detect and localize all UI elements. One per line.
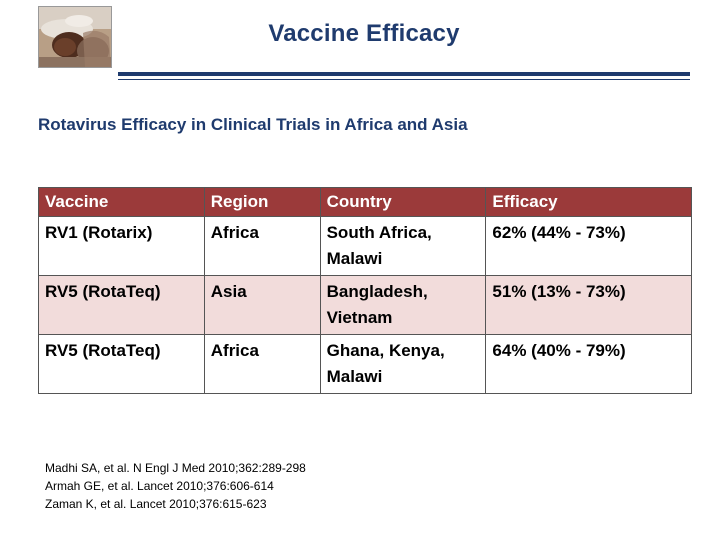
- cell-vaccine: RV1 (Rotarix): [38, 216, 205, 276]
- cell-region: Asia: [203, 275, 321, 335]
- cell-efficacy: 51% (13% - 73%): [485, 275, 692, 335]
- cell-region: Africa: [203, 334, 321, 394]
- cell-vaccine: RV5 (RotaTeq): [38, 275, 205, 335]
- title-rule-thin: [118, 79, 690, 80]
- table-row: RV1 (Rotarix) Africa South Africa, Malaw…: [38, 216, 692, 276]
- child-photo: [38, 6, 112, 68]
- header-efficacy: Efficacy: [485, 187, 692, 217]
- reference-item: Zaman K, et al. Lancet 2010;376:615-623: [45, 497, 267, 511]
- header-country: Country: [319, 187, 487, 217]
- cell-efficacy: 62% (44% - 73%): [485, 216, 692, 276]
- efficacy-table: Vaccine Region Country Efficacy RV1 (Rot…: [38, 187, 692, 394]
- cell-country: South Africa, Malawi: [319, 216, 487, 276]
- table-header-row: Vaccine Region Country Efficacy: [38, 187, 692, 217]
- reference-item: Madhi SA, et al. N Engl J Med 2010;362:2…: [45, 461, 306, 475]
- cell-vaccine: RV5 (RotaTeq): [38, 334, 205, 394]
- cell-efficacy: 64% (40% - 79%): [485, 334, 692, 394]
- reference-item: Armah GE, et al. Lancet 2010;376:606-614: [45, 479, 274, 493]
- cell-region: Africa: [203, 216, 321, 276]
- references: Madhi SA, et al. N Engl J Med 2010;362:2…: [45, 459, 306, 513]
- header-vaccine: Vaccine: [38, 187, 205, 217]
- slide-subtitle: Rotavirus Efficacy in Clinical Trials in…: [38, 115, 468, 134]
- table-row: RV5 (RotaTeq) Africa Ghana, Kenya, Malaw…: [38, 334, 692, 394]
- cell-country: Ghana, Kenya, Malawi: [319, 334, 487, 394]
- header-region: Region: [203, 187, 321, 217]
- cell-country: Bangladesh, Vietnam: [319, 275, 487, 335]
- table-row: RV5 (RotaTeq) Asia Bangladesh, Vietnam 5…: [38, 275, 692, 335]
- slide-title: Vaccine Efficacy: [268, 20, 460, 47]
- title-rule-thick: [118, 72, 690, 76]
